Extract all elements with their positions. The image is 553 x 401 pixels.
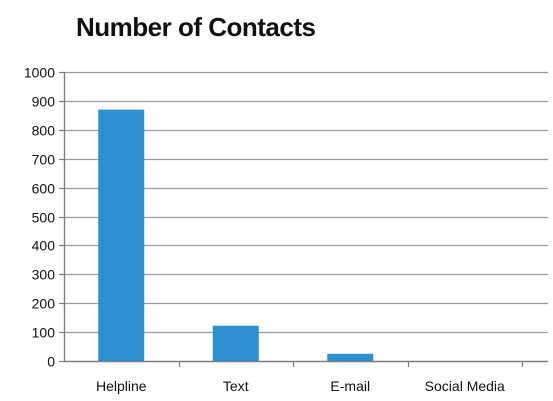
y-tick-label: 900 bbox=[32, 94, 56, 110]
y-tick-label: 500 bbox=[32, 210, 56, 226]
axes bbox=[59, 71, 548, 367]
y-tick-label: 700 bbox=[32, 152, 56, 168]
y-tick-labels: 0 100 200 300 400 500 600 700 800 900 1000 bbox=[24, 65, 55, 370]
y-tick-label: 300 bbox=[32, 267, 56, 283]
x-category-label: Social Media bbox=[425, 378, 505, 394]
bar-text bbox=[212, 325, 259, 361]
x-category-label: Text bbox=[223, 378, 249, 394]
chart-title: Number of Contacts bbox=[76, 12, 316, 42]
y-tick-label: 0 bbox=[47, 354, 55, 370]
bars bbox=[98, 109, 374, 361]
y-tick-label: 600 bbox=[32, 181, 56, 197]
y-tick-label: 800 bbox=[32, 123, 56, 139]
bar-helpline bbox=[98, 109, 145, 361]
x-category-labels: Helpline Text E-mail Social Media bbox=[96, 378, 505, 394]
y-tick-label: 100 bbox=[32, 325, 56, 341]
x-category-label: Helpline bbox=[96, 378, 147, 394]
y-tick-label: 400 bbox=[32, 238, 56, 254]
gridlines bbox=[64, 71, 548, 334]
y-tick-label: 200 bbox=[32, 296, 56, 312]
y-tick-label: 1000 bbox=[24, 65, 55, 81]
bar-e-mail bbox=[327, 353, 374, 361]
x-category-label: E-mail bbox=[330, 378, 370, 394]
